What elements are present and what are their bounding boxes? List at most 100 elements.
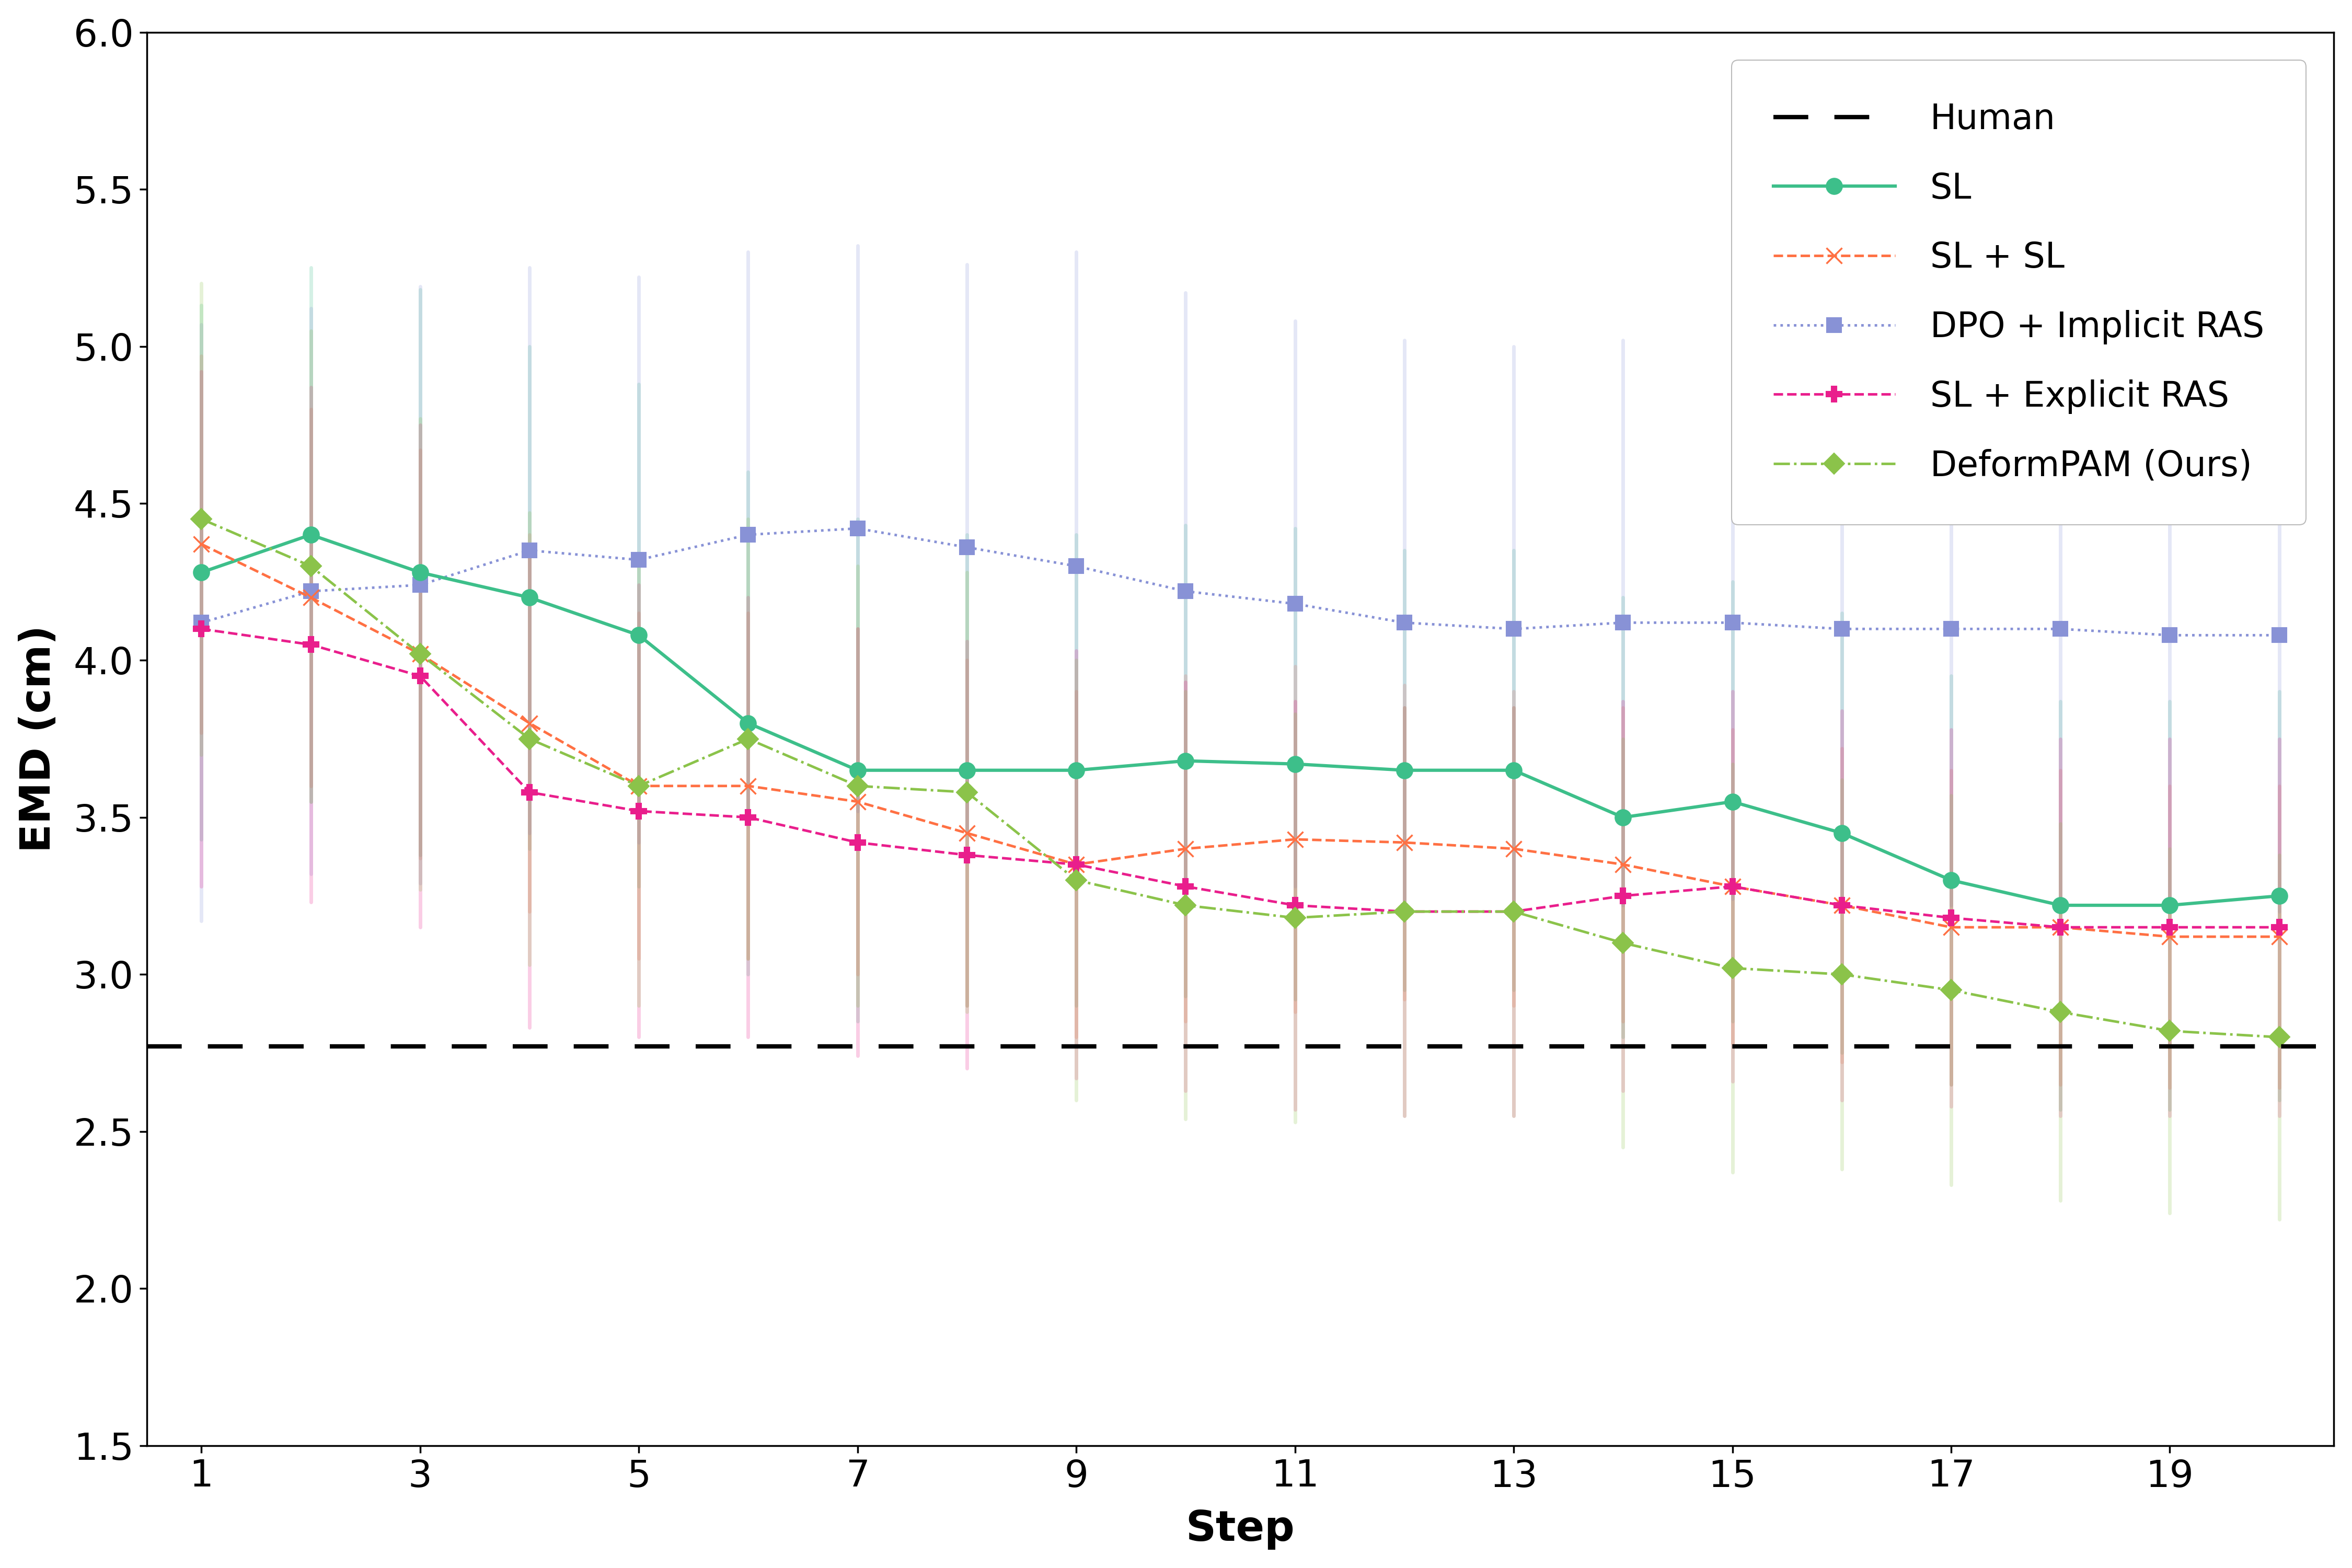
SL + Explicit RAS: [2157, 917, 2185, 936]
DPO + Implicit RAS: [1171, 582, 1200, 601]
DPO + Implicit RAS: [407, 575, 435, 594]
SL: [296, 525, 325, 544]
SL + SL: [1390, 833, 1418, 851]
SL + Explicit RAS: [626, 801, 654, 820]
DeformPAM (Ours): [1609, 933, 1637, 952]
DPO + Implicit RAS: [1501, 619, 1529, 638]
DeformPAM (Ours): [734, 729, 762, 748]
Line: SL + SL: SL + SL: [193, 536, 2286, 944]
SL + SL: [2265, 927, 2293, 946]
SL + SL: [2157, 927, 2185, 946]
SL + SL: [1609, 855, 1637, 873]
SL + Explicit RAS: [1063, 855, 1091, 873]
SL + SL: [953, 823, 981, 842]
DeformPAM (Ours): [2265, 1027, 2293, 1046]
DeformPAM (Ours): [2046, 1002, 2074, 1021]
SL + SL: [407, 644, 435, 663]
Line: SL: SL: [193, 527, 2286, 913]
DeformPAM (Ours): [1828, 964, 1856, 983]
DPO + Implicit RAS: [2157, 626, 2185, 644]
SL: [2157, 895, 2185, 914]
DPO + Implicit RAS: [296, 582, 325, 601]
DeformPAM (Ours): [1501, 902, 1529, 920]
DPO + Implicit RAS: [2046, 619, 2074, 638]
SL: [2046, 895, 2074, 914]
SL + SL: [188, 535, 216, 554]
SL: [1719, 792, 1748, 811]
DeformPAM (Ours): [953, 782, 981, 801]
DPO + Implicit RAS: [1063, 557, 1091, 575]
SL: [1938, 870, 1966, 889]
SL + SL: [2046, 917, 2074, 936]
DeformPAM (Ours): [407, 644, 435, 663]
SL + Explicit RAS: [953, 845, 981, 864]
Line: SL + Explicit RAS: SL + Explicit RAS: [193, 621, 2286, 935]
Line: DPO + Implicit RAS: DPO + Implicit RAS: [195, 521, 2286, 643]
SL + Explicit RAS: [844, 833, 873, 851]
SL: [2265, 886, 2293, 905]
SL: [515, 588, 543, 607]
Y-axis label: EMD (cm): EMD (cm): [19, 626, 59, 853]
SL + SL: [1171, 839, 1200, 858]
SL: [844, 760, 873, 779]
SL + SL: [1719, 877, 1748, 895]
DeformPAM (Ours): [1938, 980, 1966, 999]
SL + Explicit RAS: [1719, 877, 1748, 895]
DPO + Implicit RAS: [734, 525, 762, 544]
SL + Explicit RAS: [1609, 886, 1637, 905]
SL: [1828, 823, 1856, 842]
DeformPAM (Ours): [296, 557, 325, 575]
SL: [1171, 751, 1200, 770]
SL + Explicit RAS: [296, 635, 325, 654]
SL + SL: [734, 776, 762, 795]
SL: [734, 713, 762, 732]
DPO + Implicit RAS: [2265, 626, 2293, 644]
DeformPAM (Ours): [626, 776, 654, 795]
DPO + Implicit RAS: [188, 613, 216, 632]
DPO + Implicit RAS: [953, 538, 981, 557]
SL: [626, 626, 654, 644]
SL + SL: [626, 776, 654, 795]
DeformPAM (Ours): [188, 510, 216, 528]
SL + Explicit RAS: [1390, 902, 1418, 920]
Human: [78, 1036, 106, 1055]
DeformPAM (Ours): [1390, 902, 1418, 920]
DPO + Implicit RAS: [1282, 594, 1310, 613]
SL: [407, 563, 435, 582]
DPO + Implicit RAS: [1938, 619, 1966, 638]
DeformPAM (Ours): [844, 776, 873, 795]
SL + Explicit RAS: [1938, 908, 1966, 927]
X-axis label: Step: Step: [1185, 1508, 1296, 1549]
SL + Explicit RAS: [515, 782, 543, 801]
SL: [1390, 760, 1418, 779]
SL: [1609, 808, 1637, 826]
DeformPAM (Ours): [1282, 908, 1310, 927]
SL + Explicit RAS: [407, 666, 435, 685]
SL: [1501, 760, 1529, 779]
DPO + Implicit RAS: [626, 550, 654, 569]
DPO + Implicit RAS: [1390, 613, 1418, 632]
SL: [953, 760, 981, 779]
SL + SL: [1828, 895, 1856, 914]
SL + Explicit RAS: [734, 808, 762, 826]
SL + Explicit RAS: [1501, 902, 1529, 920]
Line: DeformPAM (Ours): DeformPAM (Ours): [195, 511, 2286, 1044]
DPO + Implicit RAS: [1719, 613, 1748, 632]
SL + Explicit RAS: [2265, 917, 2293, 936]
SL + Explicit RAS: [1282, 895, 1310, 914]
SL + SL: [1938, 917, 1966, 936]
SL + SL: [515, 713, 543, 732]
DeformPAM (Ours): [1171, 895, 1200, 914]
SL: [1282, 754, 1310, 773]
SL + SL: [1063, 855, 1091, 873]
SL + SL: [1501, 839, 1529, 858]
DeformPAM (Ours): [515, 729, 543, 748]
DPO + Implicit RAS: [1609, 613, 1637, 632]
Human: [188, 1036, 216, 1055]
DeformPAM (Ours): [1063, 870, 1091, 889]
SL + SL: [1282, 829, 1310, 848]
DeformPAM (Ours): [2157, 1021, 2185, 1040]
DPO + Implicit RAS: [844, 519, 873, 538]
SL + Explicit RAS: [2046, 917, 2074, 936]
SL: [1063, 760, 1091, 779]
